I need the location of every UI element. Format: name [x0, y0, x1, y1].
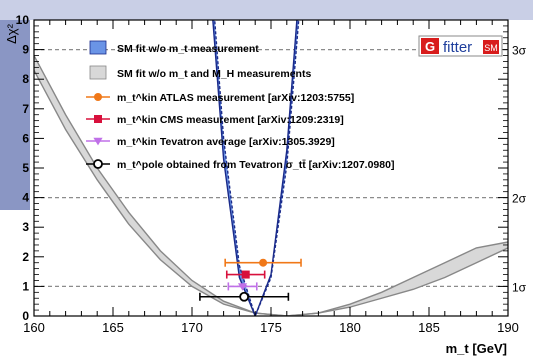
legend-entry: m_t^pole obtained from Tevatron σ_tt̄ [a…	[86, 159, 394, 171]
x-tick-label: 160	[23, 320, 45, 335]
legend-marker	[93, 159, 103, 169]
x-tick-label: 170	[181, 320, 203, 335]
legend-label: SM fit w/o m_t measurement	[117, 43, 259, 55]
x-tick-label: 190	[497, 320, 519, 335]
y-tick-label: 6	[22, 131, 29, 145]
legend-label: m_t^pole obtained from Tevatron σ_tt̄ [a…	[117, 159, 394, 171]
measurement-points	[199, 258, 302, 302]
x-tick-label: 175	[260, 320, 282, 335]
measurement-point	[225, 270, 266, 279]
x-tick-label: 165	[102, 320, 124, 335]
point-marker	[237, 283, 248, 291]
sigma-label: 3σ	[512, 44, 527, 58]
legend-entry: SM fit w/o m_t measurement	[89, 40, 259, 55]
legend-label: SM fit w/o m_t and M_H measurements	[117, 68, 311, 80]
legend: SM fit w/o m_t measurement SM fit w/o m_t…	[86, 40, 394, 171]
sigma-label: 2σ	[512, 192, 527, 206]
y-tick-label: 10	[16, 13, 30, 27]
gfitter-logo: G fitter SM	[418, 35, 503, 57]
y-tick-label: 8	[22, 72, 29, 86]
y-tick-label: 5	[22, 161, 29, 175]
legend-swatch	[89, 65, 107, 80]
band-no-mt-edge-low	[212, 20, 298, 316]
legend-label: m_t^kin ATLAS measurement [arXiv:1203:57…	[117, 92, 354, 104]
logo-badge: G	[425, 39, 435, 54]
point-marker	[259, 258, 268, 267]
y-tick-label: 7	[22, 102, 29, 116]
legend-entry: m_t^kin ATLAS measurement [arXiv:1203:57…	[86, 92, 354, 104]
x-axis-title: m_t [GeV]	[446, 341, 507, 356]
legend-marker	[93, 137, 103, 146]
y-tick-label: 4	[22, 191, 29, 205]
logo-sub: SM	[484, 43, 498, 53]
plot-area	[34, 20, 508, 316]
legend-swatch	[89, 40, 107, 55]
y-tick-label: 9	[22, 43, 29, 57]
legend-label: m_t^kin Tevatron average [arXiv:1305.392…	[117, 136, 335, 148]
logo-text: fitter	[443, 39, 472, 56]
legend-label: m_t^kin CMS measurement [arXiv:1209:2319…	[117, 114, 344, 126]
point-marker	[241, 270, 250, 279]
y-tick-label: 3	[22, 220, 29, 234]
measurement-point	[199, 291, 290, 302]
sigma-labels: 1σ 2σ 3σ	[512, 44, 527, 295]
legend-marker	[94, 115, 102, 123]
measurement-point	[227, 282, 258, 291]
legend-entry: SM fit w/o m_t and M_H measurements	[89, 65, 311, 80]
slide-top-strip	[0, 0, 533, 20]
axes: 160 165 170 175 180 185 190 0 1 2 3 4 5 6 7 8 9 10	[16, 13, 519, 335]
x-tick-label: 180	[339, 320, 361, 335]
legend-entry: m_t^kin CMS measurement [arXiv:1209:2319…	[86, 114, 344, 126]
point-marker	[239, 291, 250, 302]
legend-marker	[94, 93, 102, 101]
y-axis-title: Δχ²	[4, 23, 19, 44]
y-tick-label: 1	[22, 279, 29, 293]
slide-left-strip	[0, 20, 30, 210]
sigma-label: 1σ	[512, 280, 527, 294]
y-tick-label: 0	[22, 309, 29, 323]
measurement-point	[224, 258, 302, 267]
x-tick-label: 185	[418, 320, 440, 335]
legend-entry: m_t^kin Tevatron average [arXiv:1305.392…	[86, 136, 335, 148]
y-tick-label: 2	[22, 250, 29, 264]
